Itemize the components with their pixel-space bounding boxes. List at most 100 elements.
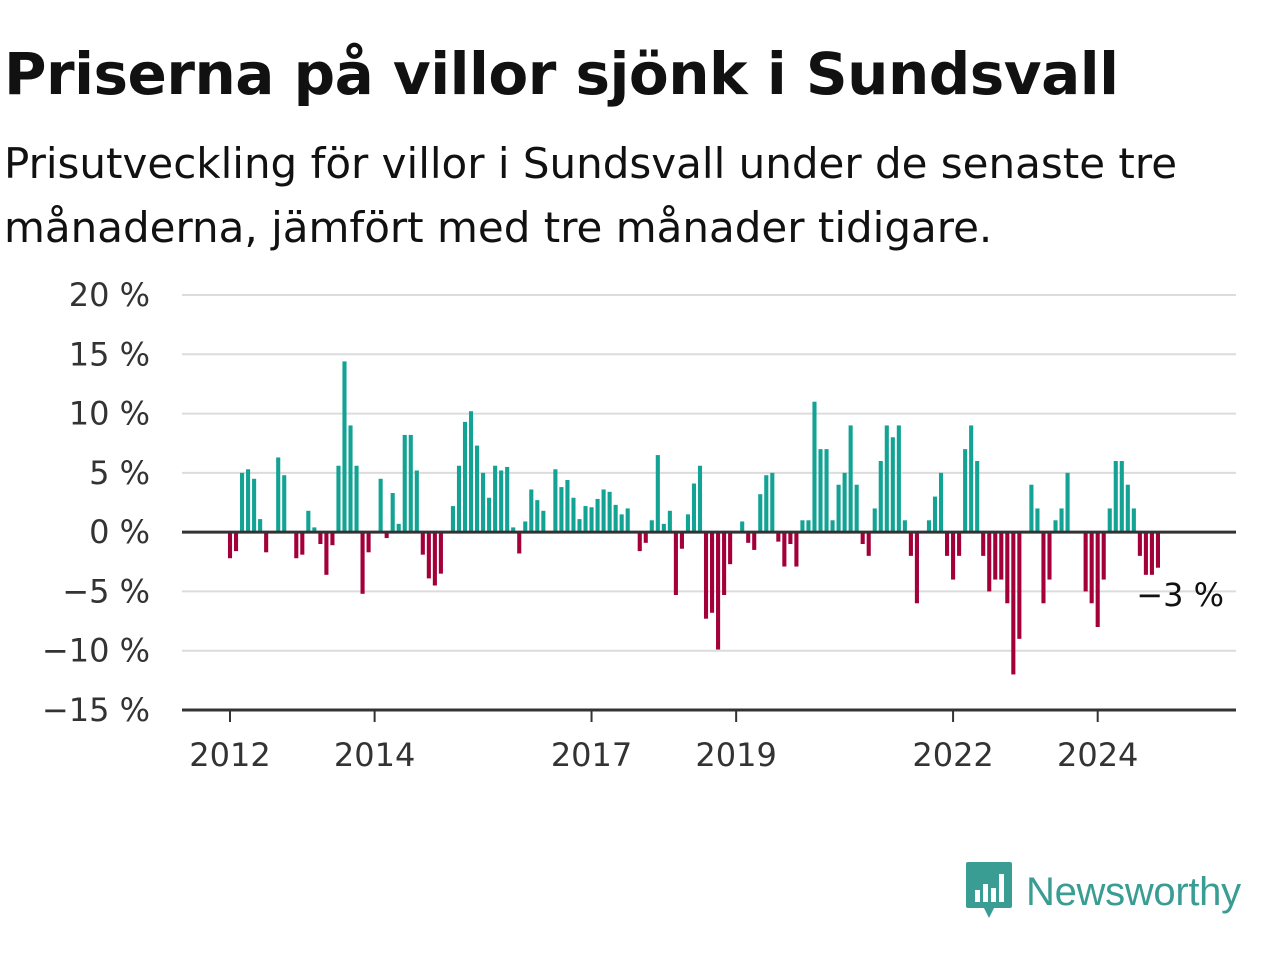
bar — [800, 520, 805, 533]
bar — [426, 532, 431, 579]
bar — [378, 478, 383, 533]
bar — [420, 532, 425, 555]
bar — [493, 465, 498, 533]
bar — [1047, 532, 1052, 580]
bar — [926, 520, 932, 533]
bar — [746, 532, 751, 543]
bar — [703, 532, 709, 619]
bar — [456, 465, 462, 533]
bar — [1143, 532, 1148, 575]
bar — [963, 449, 968, 533]
bar — [535, 500, 540, 533]
bar — [842, 472, 847, 533]
bar — [240, 472, 245, 533]
bar — [661, 523, 666, 533]
bar — [1041, 532, 1046, 604]
bar — [330, 532, 335, 546]
bar — [1149, 532, 1154, 575]
bar — [1017, 532, 1022, 639]
bar — [788, 532, 793, 544]
bar — [354, 465, 359, 533]
bar — [246, 469, 251, 533]
bar — [499, 470, 504, 533]
bar — [258, 519, 263, 533]
bar — [728, 532, 733, 565]
bar — [890, 437, 895, 533]
bar — [282, 475, 287, 533]
axes — [182, 530, 1236, 712]
x-tick-label: 2022 — [912, 736, 993, 774]
bar — [794, 532, 799, 567]
bar — [932, 496, 938, 533]
bar — [1089, 532, 1094, 604]
bar — [908, 532, 913, 556]
y-axis-tick-labels: 20 % 15 % 10 % 5 % 0 % −5 % −10 % −15 % — [42, 276, 150, 729]
bar — [1113, 461, 1118, 533]
bar — [848, 425, 853, 533]
bar — [969, 425, 974, 533]
bar — [276, 457, 281, 533]
x-tick-label: 2019 — [695, 736, 776, 774]
bar — [511, 527, 516, 533]
bar — [667, 510, 672, 533]
bar — [878, 461, 883, 533]
bar — [764, 475, 769, 533]
bar — [945, 532, 950, 556]
bar — [673, 532, 678, 595]
bar — [619, 514, 624, 533]
bar — [1101, 532, 1106, 580]
bar — [649, 520, 654, 533]
bar — [468, 411, 474, 533]
bars — [227, 361, 1160, 675]
bar — [481, 472, 486, 533]
bar — [806, 520, 811, 533]
bar — [233, 532, 239, 552]
x-tick-label: 2017 — [551, 736, 632, 774]
bar — [1065, 472, 1070, 533]
x-tick-label: 2014 — [334, 736, 415, 774]
bar — [830, 520, 835, 533]
bar — [1119, 461, 1124, 533]
bar — [1095, 532, 1100, 627]
bar — [812, 401, 817, 533]
bar — [607, 491, 612, 533]
y-tick-label: −10 % — [42, 632, 150, 670]
y-tick-label: 5 % — [89, 454, 150, 492]
bar — [710, 532, 715, 613]
bar — [1083, 532, 1088, 592]
chart-title: Priserna på villor sjönk i Sundsvall — [4, 40, 1119, 108]
bar — [1011, 532, 1016, 675]
y-tick-label: 0 % — [89, 513, 150, 551]
bar — [601, 489, 606, 533]
bar — [872, 508, 877, 533]
bar — [1053, 520, 1058, 533]
bar — [818, 449, 823, 533]
bar — [902, 520, 907, 533]
bar — [366, 532, 371, 553]
newsworthy-logo-icon — [964, 860, 1014, 924]
bar — [577, 519, 582, 533]
bar — [342, 361, 347, 533]
bar — [324, 532, 329, 575]
bar — [679, 532, 684, 549]
x-tick-label: 2024 — [1057, 736, 1138, 774]
bar — [523, 521, 528, 533]
bar — [993, 532, 998, 580]
bar — [981, 532, 986, 556]
bar — [776, 532, 781, 542]
bar — [318, 532, 323, 544]
bar — [348, 425, 353, 533]
bar — [716, 532, 721, 650]
bar — [462, 421, 468, 533]
bar — [529, 489, 534, 533]
bar — [517, 532, 522, 554]
bar — [1137, 532, 1142, 556]
bar — [722, 532, 727, 595]
y-tick-label: −5 % — [62, 572, 150, 610]
bar — [957, 532, 962, 556]
bar — [595, 498, 600, 533]
bar — [866, 532, 871, 556]
bar — [896, 425, 901, 533]
bar-chart: 20 %15 %10 %5 %0 %−5 %−10 %−15 % 2012 201… — [42, 276, 1236, 774]
bar — [824, 449, 829, 533]
